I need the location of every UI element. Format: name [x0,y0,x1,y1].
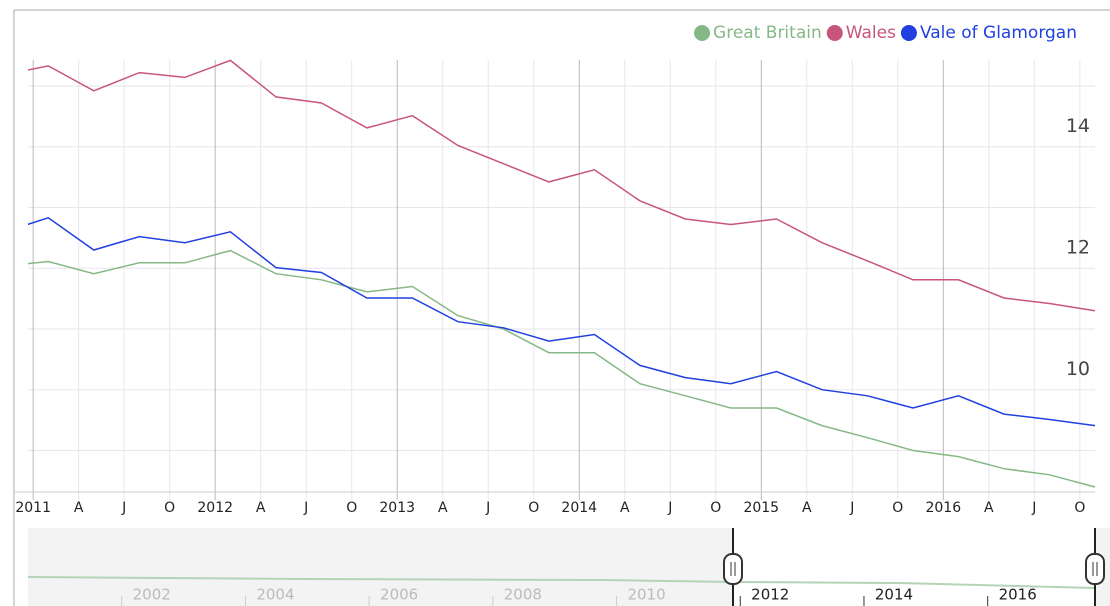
y-tick-label: 14 [1066,115,1090,137]
navigator-handle[interactable] [1085,553,1105,585]
x-tick-label: A [256,500,266,516]
series-line [28,249,1096,488]
navigator-label: 2006 [380,586,418,604]
legend-label: Great Britain [713,23,822,43]
series-line [28,216,1096,427]
navigator-label: 2016 [999,586,1037,604]
x-tick-label: O [710,500,721,516]
navigator-window[interactable] [733,528,1095,606]
navigator-label: 2004 [256,586,294,604]
navigator-label: 2008 [504,586,542,604]
x-tick-label: 2015 [743,500,779,516]
x-tick-label: 2013 [379,500,415,516]
x-tick-label: 2014 [561,500,597,516]
navigator-label: 2010 [627,586,665,604]
x-tick-label: O [346,500,357,516]
x-tick-label: J [1031,500,1036,516]
x-tick-label: A [984,500,994,516]
x-tick-label: O [1074,500,1085,516]
navigator-line [27,576,1096,589]
navigator-label: 2012 [751,586,789,604]
legend-marker [900,25,917,41]
x-tick-label: A [438,500,448,516]
legend-marker [826,25,843,41]
x-tick-label: J [121,500,126,516]
x-tick-label: J [849,500,854,516]
y-tick-label: 10 [1066,358,1090,380]
legend-label: Vale of Glamorgan [920,23,1077,43]
navigator[interactable]: 2002 2004 2006 2008 2010 2012 2014 2016 [27,528,1110,606]
navigator-label: 2014 [875,586,913,604]
x-tick-label: J [303,500,308,516]
y-tick-label: 12 [1066,237,1090,259]
x-tick-label: O [164,500,175,516]
x-tick-label: A [802,500,812,516]
x-tick-label: O [528,500,539,516]
navigator-handle[interactable] [723,553,743,585]
x-tick-label: J [485,500,490,516]
x-tick-label: J [667,500,672,516]
labels: 10 12 14 2011 A J O 2012 A J O 2013 A J O 2014 A J O 2015 A J… [15,115,1090,516]
x-tick-label: 2016 [925,500,961,516]
chart-frame [13,9,1110,606]
x-tick-label: 2012 [197,500,233,516]
grid [15,60,1095,500]
x-tick-label: A [74,500,84,516]
legend-marker [694,25,711,41]
x-tick-label: O [892,500,903,516]
series-line [28,59,1096,312]
x-tick-label: A [620,500,630,516]
plot-lines [28,59,1096,488]
x-tick-label: 2011 [15,500,51,516]
legend-label: Wales [846,23,896,43]
legend: Vale of Glamorgan Wales Great Britain [694,23,1077,43]
navigator-label: 2002 [133,586,171,604]
